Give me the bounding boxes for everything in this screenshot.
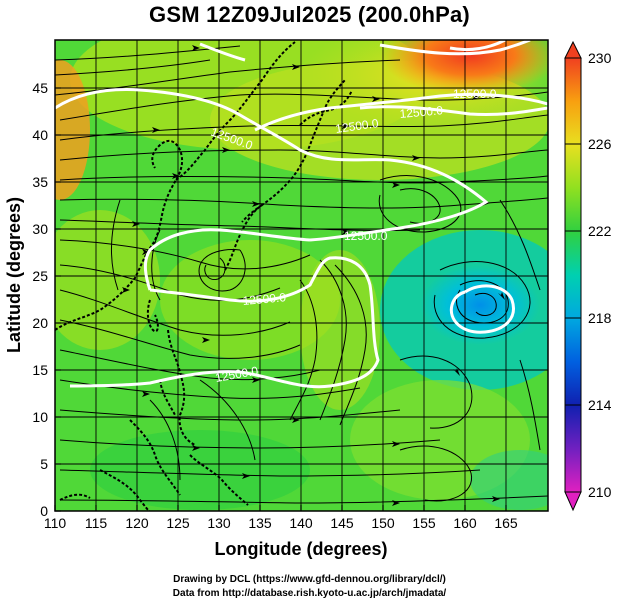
- y-tick-label: 15: [32, 362, 48, 378]
- x-tick-label: 130: [207, 515, 231, 531]
- y-tick-label: 45: [32, 80, 48, 96]
- x-tick-label: 115: [85, 515, 108, 531]
- credit-drawing: Drawing by DCL (https://www.gfd-dennou.o…: [173, 574, 446, 585]
- lat-lon-grid: [55, 40, 548, 511]
- temperature-field: [55, 40, 548, 511]
- y-tick-label: 30: [32, 221, 48, 237]
- y-tick-label: 0: [40, 503, 48, 519]
- chart-title: GSM 12Z09Jul2025 (200.0hPa): [149, 2, 470, 27]
- x-tick-label: 155: [412, 515, 436, 531]
- colorbar-tick-label: 210: [588, 484, 612, 500]
- coastlines: [55, 41, 353, 511]
- contour-label: 12500.0: [399, 103, 444, 121]
- colorbar-tick-label: 226: [588, 136, 612, 152]
- y-axis-title: Latitude (degrees): [4, 197, 24, 353]
- colorbar-tick-label: 222: [588, 223, 612, 239]
- y-tick-marks: [55, 87, 61, 512]
- colorbar-tick-label: 218: [588, 310, 612, 326]
- x-tick-label: 150: [371, 515, 395, 531]
- x-tick-label: 125: [166, 515, 190, 531]
- contour-label: 12500.0: [453, 87, 497, 101]
- y-tick-label: 20: [32, 315, 48, 331]
- y-tick-label: 40: [32, 127, 48, 143]
- x-tick-marks: [54, 505, 507, 511]
- x-axis-title: Longitude (degrees): [214, 539, 387, 559]
- colorbar-min-arrow: [564, 491, 582, 512]
- x-tick-label: 120: [125, 515, 149, 531]
- contour-label: 12500.0: [334, 116, 379, 136]
- colorbar-tick-label: 230: [588, 50, 612, 66]
- x-tick-label: 145: [330, 515, 354, 531]
- contour-label: 12500.0: [344, 229, 388, 243]
- colorbar: [564, 40, 582, 512]
- x-tick-label: 140: [289, 515, 313, 531]
- y-tick-label: 5: [40, 456, 48, 472]
- height-contours: [55, 40, 548, 389]
- x-tick-label: 160: [453, 515, 477, 531]
- credit-data-source: Data from http://database.rish.kyoto-u.a…: [172, 588, 447, 599]
- y-tick-label: 25: [32, 268, 48, 284]
- contour-label: 12500.0: [242, 290, 287, 308]
- x-tick-label: 135: [248, 515, 272, 531]
- y-tick-label: 10: [32, 409, 48, 425]
- x-tick-label: 110: [44, 515, 67, 531]
- y-tick-label: 35: [32, 174, 48, 190]
- colorbar-max-arrow: [564, 40, 582, 59]
- x-tick-label: 165: [494, 515, 518, 531]
- colorbar-tick-label: 214: [588, 397, 612, 413]
